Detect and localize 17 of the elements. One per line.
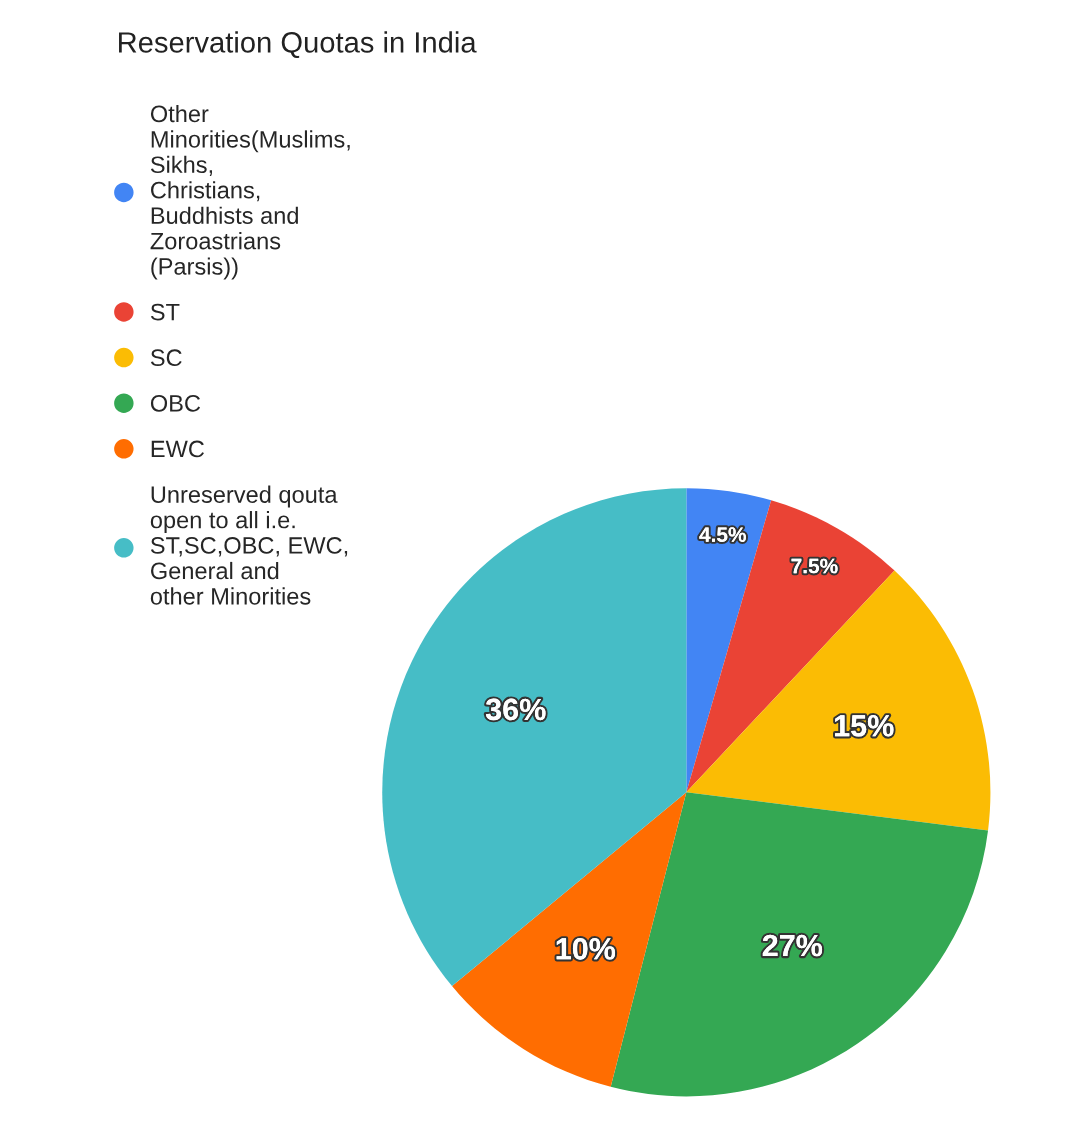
data-label: 36% (485, 698, 546, 721)
pie-slice (686, 488, 772, 793)
data-label: 10% (556, 938, 616, 960)
legend-label: OBC (150, 394, 201, 412)
data-label: 4.5% (699, 527, 746, 542)
legend-label: ST (150, 303, 180, 321)
data-label: 15% (835, 715, 894, 737)
legend-label: SC (150, 349, 182, 367)
chart-title: Reservation Quotas in India (119, 31, 477, 58)
legend-label: EWC (151, 440, 205, 458)
pie-slice (686, 500, 895, 793)
data-label: 27% (762, 934, 823, 957)
pie-slice (452, 792, 687, 1087)
pie-slice (382, 488, 687, 987)
legend-label: Other Minorities(Muslims, Sikhs, Christians, Buddhists and Zoroastrians (Parsis)) (150, 104, 350, 280)
legend-label: Unreserved qouta open to all i.e. ST,SC,OBC, EWC, General and other Minorities (150, 485, 348, 605)
data-label: 7.5% (791, 558, 838, 574)
